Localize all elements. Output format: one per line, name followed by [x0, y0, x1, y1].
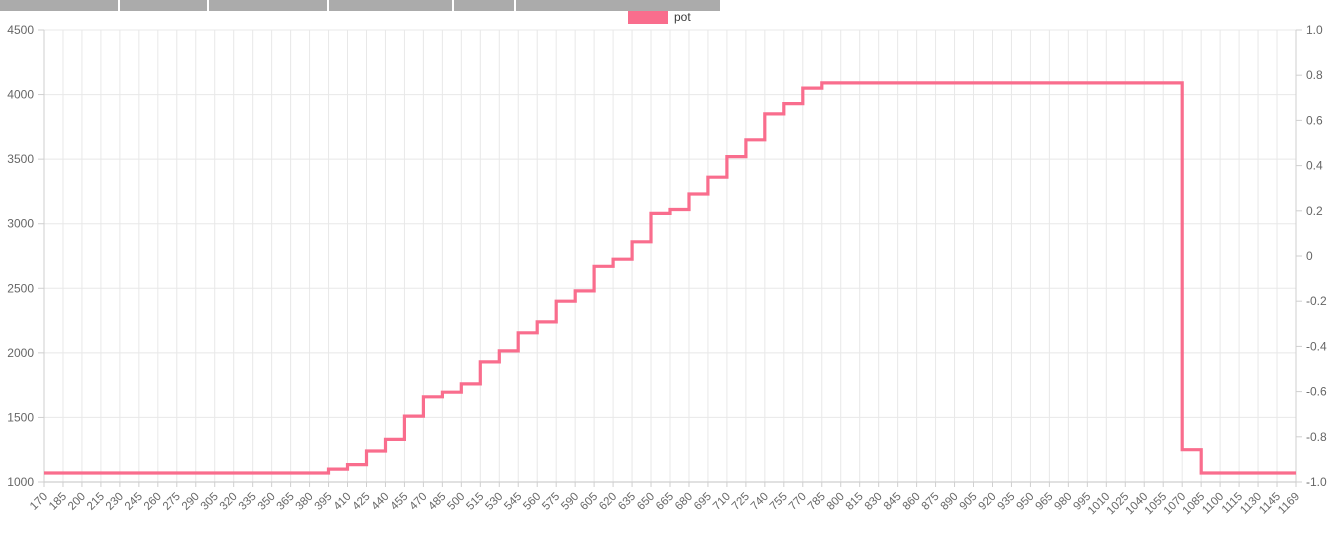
- x-tick-label: 860: [901, 491, 923, 513]
- x-tick-label: 395: [313, 491, 335, 513]
- x-tick-label: 530: [483, 491, 505, 513]
- x-tick-label: 980: [1052, 491, 1074, 513]
- y-right-tick-label: 0: [1306, 249, 1313, 263]
- x-tick-label: 350: [256, 491, 278, 513]
- x-tick-label: 680: [673, 491, 695, 513]
- table-header-cell: [209, 0, 327, 11]
- table-header-bar: [0, 0, 720, 11]
- x-tick-label: 830: [863, 491, 885, 513]
- x-tick-label: 740: [749, 491, 771, 513]
- x-tick-label: 215: [85, 491, 107, 513]
- x-tick-label: 425: [351, 491, 373, 513]
- x-tick-label: 695: [692, 491, 714, 513]
- x-tick-label: 665: [654, 491, 676, 513]
- x-tick-label: 815: [844, 491, 866, 513]
- x-tick-label: 755: [768, 491, 790, 513]
- x-tick-label: 935: [996, 491, 1018, 513]
- x-tick-label: 545: [502, 491, 524, 513]
- x-tick-label: 605: [578, 491, 600, 513]
- x-tick-label: 380: [294, 491, 316, 513]
- y-left-tick-label: 4500: [7, 23, 34, 37]
- y-right-tick-label: -0.2: [1306, 294, 1327, 308]
- x-tick-label: 335: [237, 491, 259, 513]
- x-tick-label: 275: [161, 491, 183, 513]
- x-tick-label: 770: [787, 491, 809, 513]
- x-tick-label: 185: [47, 491, 69, 513]
- legend-item-pot[interactable]: pot: [628, 10, 691, 25]
- legend-swatch-icon: [628, 11, 668, 24]
- x-tick-label: 485: [426, 491, 448, 513]
- x-tick-label: 785: [806, 491, 828, 513]
- x-tick-label: 1100: [1200, 491, 1226, 517]
- y-right-tick-label: 0.2: [1306, 204, 1323, 218]
- x-tick-label: 575: [540, 491, 562, 513]
- x-tick-label: 455: [388, 491, 410, 513]
- x-tick-label: 710: [711, 491, 733, 513]
- x-tick-label: 230: [104, 491, 126, 513]
- x-tick-label: 470: [407, 491, 429, 513]
- table-header-cell: [120, 0, 207, 11]
- x-tick-label: 1169: [1276, 491, 1302, 517]
- x-tick-label: 875: [920, 491, 942, 513]
- x-tick-label: 1130: [1238, 491, 1264, 517]
- x-tick-label: 920: [977, 491, 999, 513]
- x-tick-label: 905: [958, 491, 980, 513]
- y-right-tick-label: -1.0: [1306, 475, 1327, 489]
- y-left-tick-label: 3500: [7, 152, 34, 166]
- pot-line-series: [44, 81, 1296, 475]
- y-right-tick-label: -0.4: [1306, 339, 1327, 353]
- y-left-tick-label: 1500: [7, 410, 34, 424]
- x-tick-label: 620: [597, 491, 619, 513]
- x-tick-label: 965: [1033, 491, 1055, 513]
- x-tick-label: 200: [66, 491, 88, 513]
- x-tick-label: 890: [939, 491, 961, 513]
- x-tick-label: 635: [616, 491, 638, 513]
- x-tick-label: 500: [445, 491, 467, 513]
- x-tick-label: 590: [559, 491, 581, 513]
- legend-label: pot: [674, 10, 691, 24]
- x-tick-label: 170: [28, 491, 50, 513]
- x-tick-label: 245: [123, 491, 145, 513]
- x-tick-label: 560: [521, 491, 543, 513]
- x-tick-label: 320: [218, 491, 240, 513]
- x-tick-label: 305: [199, 491, 221, 513]
- x-tick-label: 725: [730, 491, 752, 513]
- table-header-cell: [454, 0, 514, 11]
- y-left-tick-label: 4000: [7, 88, 34, 102]
- table-header-cell: [329, 0, 452, 11]
- y-left-tick-label: 3000: [7, 217, 34, 231]
- y-right-tick-label: -0.6: [1306, 385, 1327, 399]
- x-tick-label: 800: [825, 491, 847, 513]
- x-tick-label: 650: [635, 491, 657, 513]
- x-tick-label: 1145: [1257, 491, 1283, 517]
- x-tick-label: 845: [882, 491, 904, 513]
- y-left-tick-label: 2000: [7, 346, 34, 360]
- x-tick-label: 260: [142, 491, 164, 513]
- y-left-tick-label: 1000: [7, 475, 34, 489]
- x-tick-label: 515: [464, 491, 486, 513]
- x-tick-label: 410: [332, 491, 354, 513]
- y-right-tick-label: 0.4: [1306, 159, 1323, 173]
- y-right-tick-label: -0.8: [1306, 430, 1327, 444]
- y-left-tick-label: 2500: [7, 281, 34, 295]
- x-tick-label: 950: [1014, 491, 1036, 513]
- y-right-tick-label: 1.0: [1306, 23, 1323, 37]
- x-tick-label: 440: [370, 491, 392, 513]
- x-tick-label: 290: [180, 491, 202, 513]
- table-header-cell: [516, 0, 720, 11]
- table-header-cell: [0, 0, 118, 11]
- y-right-tick-label: 0.8: [1306, 68, 1323, 82]
- x-tick-label: 365: [275, 491, 297, 513]
- y-right-tick-label: 0.6: [1306, 113, 1323, 127]
